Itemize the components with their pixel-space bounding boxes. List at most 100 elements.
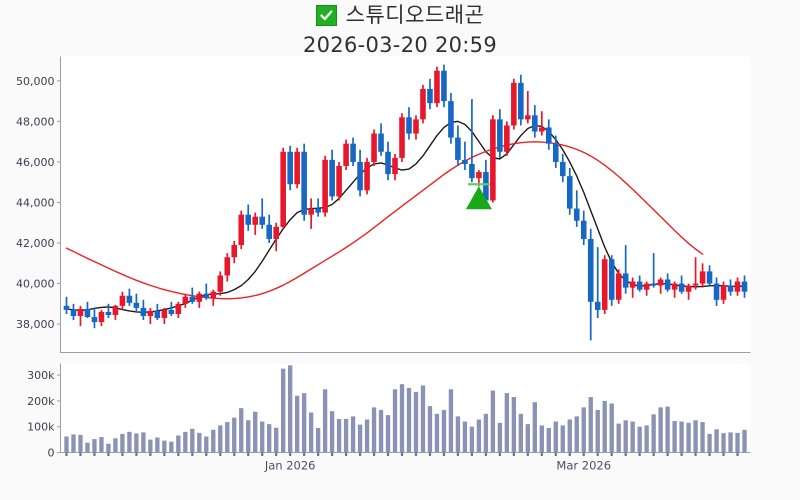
volume-bar xyxy=(148,439,153,453)
volume-bar xyxy=(525,424,530,453)
volume-bar xyxy=(560,425,565,453)
volume-bar xyxy=(106,443,111,453)
volume-panel-background xyxy=(60,363,751,453)
volume-bar xyxy=(211,429,216,453)
volume-bar xyxy=(679,421,684,453)
candle-body xyxy=(343,143,349,166)
candle-body xyxy=(63,305,70,310)
candle-body xyxy=(175,303,182,314)
candle-body xyxy=(196,293,203,302)
volume-bar xyxy=(281,368,286,453)
candle-body xyxy=(413,119,419,134)
candle-body xyxy=(224,257,231,276)
candle-body xyxy=(133,302,140,308)
candle-body xyxy=(427,88,433,104)
price-tick-label: 40,000 xyxy=(16,278,55,291)
volume-bar xyxy=(64,436,69,453)
title-row: 스튜디오드래곤 xyxy=(0,0,800,30)
candle-body xyxy=(84,308,91,318)
moving-average-long-line xyxy=(65,141,704,300)
candle-body xyxy=(601,259,608,310)
candle-body xyxy=(280,151,286,227)
candles xyxy=(63,64,748,341)
candle-body xyxy=(678,283,685,292)
volume-bar xyxy=(155,437,160,453)
volume-bar xyxy=(141,432,146,453)
candle-body xyxy=(525,115,531,120)
volume-bar xyxy=(686,422,691,453)
candle-body xyxy=(573,208,580,221)
volume-bar xyxy=(595,409,600,453)
candle-body xyxy=(182,296,189,304)
volume-bar xyxy=(518,413,523,453)
volume-bar xyxy=(71,434,76,453)
candle-body xyxy=(91,317,98,323)
volume-bar xyxy=(239,408,244,453)
candle-body xyxy=(559,161,566,177)
volume-bar xyxy=(246,420,251,453)
candle-body xyxy=(518,82,524,120)
marker-triangle-icon xyxy=(465,186,492,210)
candle-body xyxy=(650,283,657,286)
buy-signal-marker[interactable] xyxy=(465,183,492,210)
candle-body xyxy=(70,309,77,317)
volume-bar xyxy=(120,433,125,453)
candle-body xyxy=(727,285,734,292)
price-axis-lines xyxy=(60,56,751,353)
volume-bar xyxy=(343,418,349,453)
volume-bar xyxy=(532,402,537,453)
volume-bar xyxy=(742,429,747,453)
candle-body xyxy=(399,117,405,158)
volume-bar xyxy=(658,407,663,453)
candle-body xyxy=(615,273,622,300)
price-tick-label: 46,000 xyxy=(16,156,55,169)
candle-body xyxy=(378,133,384,152)
candle-body xyxy=(643,283,650,290)
candle-body xyxy=(161,309,168,319)
candle-body xyxy=(210,291,217,298)
volume-bar xyxy=(483,413,489,453)
candle-body xyxy=(371,133,377,162)
volume-tick-label: 300k xyxy=(27,369,55,382)
candle-body xyxy=(294,151,300,185)
volume-bar xyxy=(267,424,272,453)
candle-body xyxy=(657,279,664,286)
volume-bar xyxy=(392,389,398,453)
candle-body xyxy=(420,88,426,120)
volume-bar xyxy=(651,414,656,453)
volume-bar xyxy=(357,424,363,453)
volume-bar xyxy=(644,425,649,453)
candle-body xyxy=(168,309,175,314)
candle-body xyxy=(259,216,266,225)
candle-body xyxy=(217,275,224,292)
volume-bar xyxy=(700,422,705,453)
candle-body xyxy=(720,285,727,300)
candle-body xyxy=(385,151,391,175)
candle-body xyxy=(287,151,293,185)
candle-body xyxy=(608,259,615,300)
volume-bar xyxy=(539,425,544,453)
candle-body xyxy=(203,293,210,298)
volume-bar xyxy=(728,432,733,453)
candle-body xyxy=(671,283,678,290)
price-tick-label: 38,000 xyxy=(16,318,55,331)
candle-body xyxy=(504,125,510,152)
candle-body xyxy=(566,176,573,209)
candle-body xyxy=(594,301,601,310)
candle-body xyxy=(252,216,259,225)
candle-body xyxy=(238,214,245,246)
volume-bar xyxy=(630,421,635,453)
volume-bar xyxy=(707,433,712,453)
volume-bar xyxy=(441,409,447,453)
volume-bar xyxy=(462,421,468,453)
volume-bar xyxy=(672,421,677,453)
chart-header: 스튜디오드래곤 2026-03-20 20:59 xyxy=(0,0,800,56)
candle-body xyxy=(189,296,196,302)
volume-bar xyxy=(714,429,719,453)
volume-bar xyxy=(721,433,726,453)
candle-body xyxy=(448,101,454,138)
volume-bar xyxy=(637,426,642,453)
volume-bar xyxy=(218,425,223,453)
page-title: 스튜디오드래곤 xyxy=(345,2,485,27)
